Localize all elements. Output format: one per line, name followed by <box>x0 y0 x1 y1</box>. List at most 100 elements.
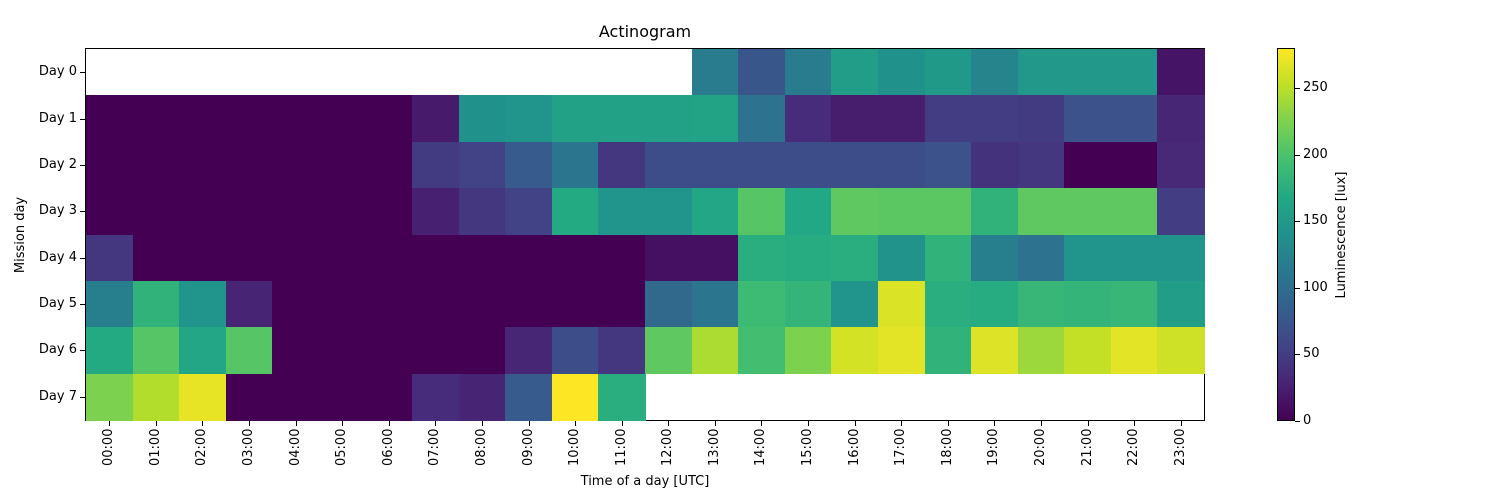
heatmap-cell <box>458 327 506 375</box>
x-tick-label: 23:00 <box>1172 428 1188 466</box>
heatmap-cell <box>1017 95 1065 143</box>
x-tick-mark <box>295 421 297 426</box>
x-tick-label: 07:00 <box>427 428 443 466</box>
heatmap-cell <box>272 373 320 421</box>
heatmap-cell <box>645 188 693 236</box>
heatmap-cell <box>831 234 879 282</box>
heatmap-cell <box>598 188 646 236</box>
y-tick-mark <box>80 211 85 213</box>
x-tick-label: 14:00 <box>753 428 769 466</box>
x-tick-mark <box>528 421 530 426</box>
heatmap-cell <box>318 373 367 421</box>
heatmap-cell <box>645 280 693 328</box>
x-axis-label: Time of a day [UTC] <box>580 474 710 489</box>
colorbar-tick-mark <box>1295 221 1300 223</box>
y-tick-label: Day 2 <box>38 156 77 172</box>
heatmap-cell <box>691 188 739 236</box>
y-tick-label: Day 4 <box>38 249 77 265</box>
heatmap-cell <box>412 327 460 375</box>
heatmap-cell <box>551 95 599 143</box>
colorbar-tick-mark <box>1295 287 1300 289</box>
heatmap-cell <box>505 141 553 189</box>
heatmap-cell <box>365 234 413 282</box>
heatmap-cell <box>1157 280 1205 328</box>
heatmap-cell <box>598 280 646 328</box>
heatmap-cell <box>971 327 1019 375</box>
heatmap-cell <box>1110 280 1158 328</box>
heatmap-cell <box>924 327 972 375</box>
heatmap-cell <box>132 141 180 189</box>
heatmap-cell <box>86 234 134 282</box>
heatmap-cell <box>458 280 506 328</box>
heatmap-cell <box>924 49 972 96</box>
heatmap-cell <box>551 373 599 421</box>
heatmap-cell <box>225 95 273 143</box>
heatmap-cell <box>1110 141 1158 189</box>
colorbar-tick-mark <box>1295 354 1300 356</box>
heatmap-cell <box>272 188 320 236</box>
heatmap-cell <box>272 141 320 189</box>
x-tick-mark <box>668 421 670 426</box>
x-tick-mark <box>714 421 716 426</box>
y-tick-label: Day 3 <box>38 203 77 219</box>
heatmap-cell <box>598 234 646 282</box>
heatmap-cell <box>831 327 879 375</box>
heatmap-cell <box>86 373 134 421</box>
x-tick-mark <box>621 421 623 426</box>
y-axis-label: Mission day <box>13 196 28 274</box>
heatmap-cell <box>179 188 227 236</box>
heatmap-cell <box>132 188 180 236</box>
heatmap-cell <box>924 95 972 143</box>
heatmap-cell <box>738 49 786 96</box>
heatmap-cell <box>691 280 739 328</box>
heatmap-cell <box>458 234 506 282</box>
colorbar-label: Luminescence [lux] <box>1334 171 1349 299</box>
heatmap-cell <box>924 234 972 282</box>
heatmap-cell <box>784 234 832 282</box>
x-tick-mark <box>481 421 483 426</box>
heatmap-cell <box>365 188 413 236</box>
heatmap-cell <box>412 141 460 189</box>
heatmap-cell <box>505 280 553 328</box>
heatmap-cell <box>179 141 227 189</box>
x-tick-mark <box>435 421 437 426</box>
heatmap-cell <box>132 373 180 421</box>
x-tick-mark <box>1134 421 1136 426</box>
y-tick-mark <box>80 118 85 120</box>
x-tick-mark <box>994 421 996 426</box>
heatmap-cell <box>412 188 460 236</box>
heatmap-cell <box>784 188 832 236</box>
x-tick-label: 12:00 <box>660 428 676 466</box>
heatmap-cell <box>738 95 786 143</box>
heatmap-cell <box>738 327 786 375</box>
heatmap-cell <box>738 234 786 282</box>
x-tick-mark <box>854 421 856 426</box>
y-tick-mark <box>80 304 85 306</box>
y-tick-label: Day 1 <box>38 110 77 126</box>
heatmap-cell <box>551 141 599 189</box>
heatmap-cell <box>365 95 413 143</box>
heatmap-cell <box>1064 327 1112 375</box>
heatmap-cell <box>1157 141 1205 189</box>
heatmap-cell <box>598 327 646 375</box>
x-tick-label: 01:00 <box>147 428 163 466</box>
y-tick-label: Day 6 <box>38 342 77 358</box>
x-tick-label: 03:00 <box>241 428 257 466</box>
heatmap-cell <box>412 280 460 328</box>
heatmap-cell <box>831 49 879 96</box>
heatmap-cell <box>86 327 134 375</box>
heatmap-cell <box>1017 280 1065 328</box>
heatmap-cell <box>831 95 879 143</box>
heatmap-cell <box>1064 95 1112 143</box>
heatmap-cell <box>645 234 693 282</box>
heatmap-cell <box>877 280 926 328</box>
heatmap-cell <box>551 188 599 236</box>
heatmap-cell <box>971 49 1019 96</box>
heatmap-cell <box>225 234 273 282</box>
heatmap-cell <box>691 141 739 189</box>
heatmap-cell <box>458 373 506 421</box>
x-tick-mark <box>1087 421 1089 426</box>
heatmap-cell <box>505 95 553 143</box>
x-tick-label: 15:00 <box>800 428 816 466</box>
y-tick-mark <box>80 72 85 74</box>
